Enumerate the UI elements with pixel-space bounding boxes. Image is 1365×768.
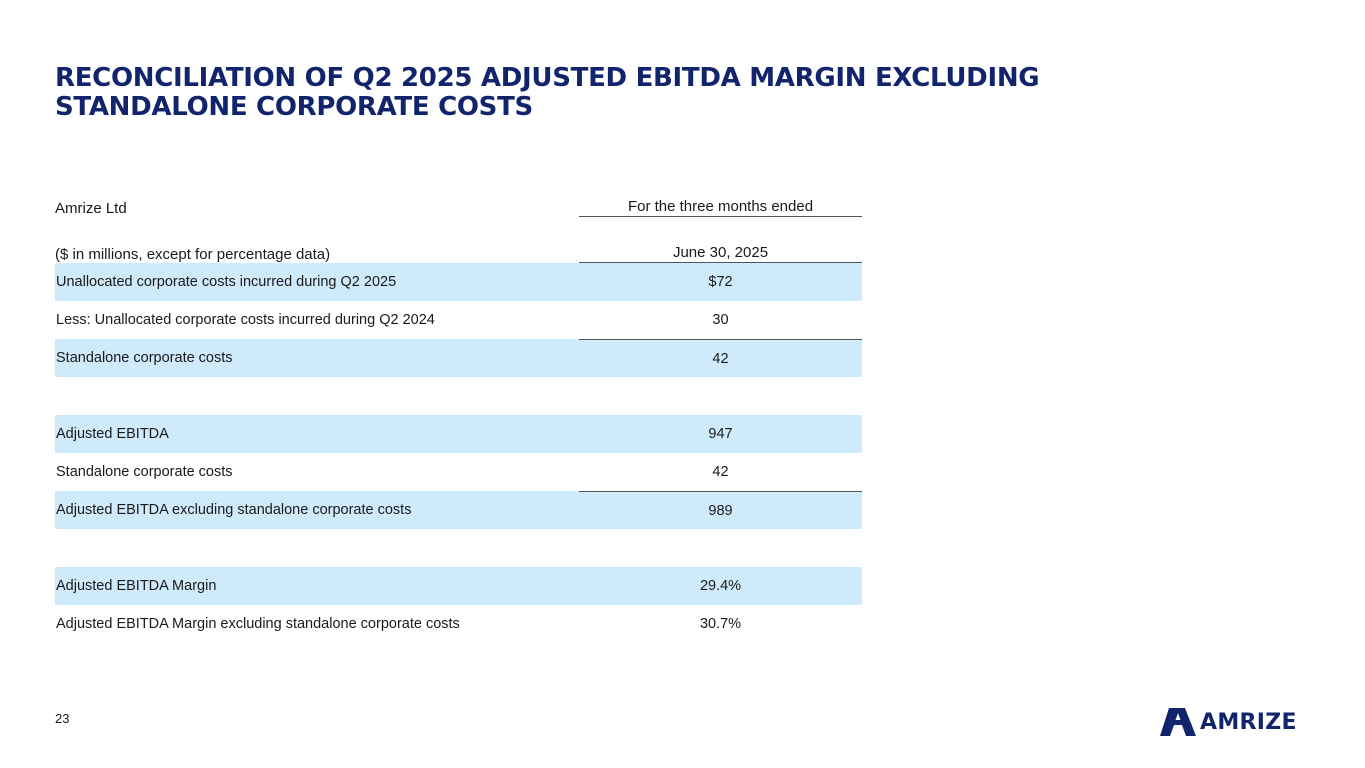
table-row: Less: Unallocated corporate costs incurr… bbox=[55, 301, 862, 339]
row-label: Unallocated corporate costs incurred dur… bbox=[56, 274, 397, 290]
row-label: Adjusted EBITDA Margin excluding standal… bbox=[56, 616, 460, 632]
reconciliation-table: Amrize Ltd For the three months ended ($… bbox=[55, 190, 862, 643]
slide-title-line-1: RECONCILIATION OF Q2 2025 ADJUSTED EBITD… bbox=[55, 63, 1040, 93]
row-label: Less: Unallocated corporate costs incurr… bbox=[56, 312, 435, 328]
row-label: Adjusted EBITDA excluding standalone cor… bbox=[56, 502, 412, 518]
row-value: 29.4% bbox=[699, 578, 742, 594]
row-label: Adjusted EBITDA Margin bbox=[56, 578, 217, 594]
spacer-row bbox=[55, 529, 862, 567]
row-label: Standalone corporate costs bbox=[56, 350, 233, 366]
row-label: Standalone corporate costs bbox=[56, 464, 233, 480]
table-row: Unallocated corporate costs incurred dur… bbox=[55, 263, 862, 301]
page-number: 23 bbox=[55, 711, 70, 726]
amrize-logo: AMRIZE bbox=[1160, 708, 1297, 736]
table-row: Adjusted EBITDA Margin 29.4% bbox=[55, 567, 862, 605]
spacer-row bbox=[55, 377, 862, 415]
company-name: Amrize Ltd bbox=[55, 200, 127, 217]
period-header: For the three months ended bbox=[579, 198, 862, 217]
row-value: 42 bbox=[579, 339, 862, 377]
slide-title-line-2: STANDALONE CORPORATE COSTS bbox=[55, 92, 533, 122]
row-label: Adjusted EBITDA bbox=[56, 426, 169, 442]
logo-wordmark: AMRIZE bbox=[1200, 709, 1297, 735]
amrize-logo-icon bbox=[1160, 708, 1196, 736]
table-row: Adjusted EBITDA excluding standalone cor… bbox=[55, 491, 862, 529]
table-row: Standalone corporate costs 42 bbox=[55, 339, 862, 377]
slide-title: RECONCILIATION OF Q2 2025 ADJUSTED EBITD… bbox=[55, 64, 1255, 122]
row-value: 989 bbox=[579, 491, 862, 529]
units-note: ($ in millions, except for percentage da… bbox=[55, 246, 331, 263]
row-value: 947 bbox=[708, 426, 733, 442]
table-subheader-row: ($ in millions, except for percentage da… bbox=[55, 217, 862, 263]
row-value: 42 bbox=[712, 464, 729, 480]
table-row: Adjusted EBITDA 947 bbox=[55, 415, 862, 453]
table-row: Adjusted EBITDA Margin excluding standal… bbox=[55, 605, 862, 643]
row-value: 30.7% bbox=[699, 616, 742, 632]
period-date: June 30, 2025 bbox=[579, 244, 862, 263]
row-value: 30 bbox=[712, 312, 729, 328]
table-row: Standalone corporate costs 42 bbox=[55, 453, 862, 491]
row-value: $72 bbox=[708, 274, 733, 290]
table-header-row: Amrize Ltd For the three months ended bbox=[55, 190, 862, 217]
